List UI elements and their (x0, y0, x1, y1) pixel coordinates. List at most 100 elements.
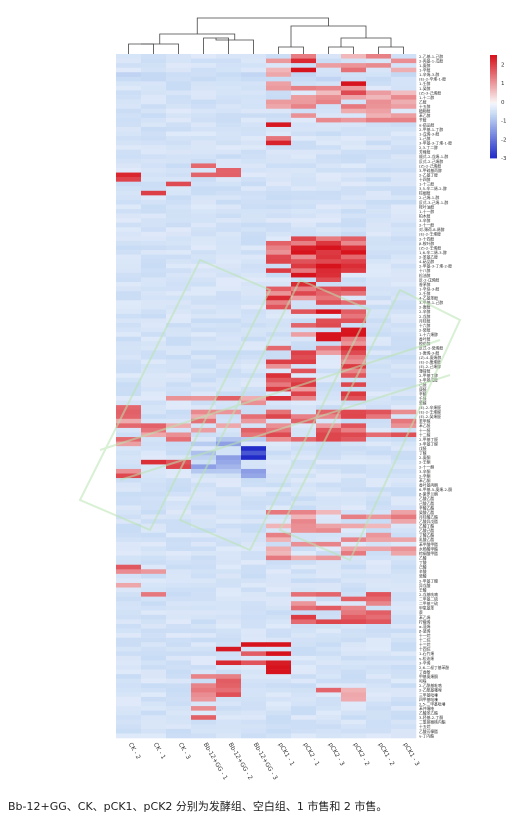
heatmap-cell (316, 605, 342, 611)
heatmap-cell (116, 624, 142, 629)
heatmap-cell (216, 409, 242, 415)
heatmap-cell (241, 555, 267, 561)
heatmap-cell (341, 678, 367, 684)
heatmap-cell (116, 218, 142, 224)
heatmap-cell (341, 706, 367, 711)
heatmap-cell (391, 209, 417, 214)
legend-swatch (490, 85, 497, 89)
heatmap-cell (166, 154, 192, 160)
heatmap-cell (366, 551, 392, 556)
heatmap-cell (316, 323, 342, 328)
heatmap-cell (291, 140, 317, 146)
heatmap-cell (291, 478, 317, 483)
heatmap-cell (366, 578, 392, 584)
heatmap-cell (166, 204, 192, 210)
heatmap-cell (391, 259, 417, 265)
heatmap-cell (291, 236, 317, 242)
heatmap-cell (391, 642, 417, 648)
heatmap-cell (191, 696, 217, 702)
legend-swatch (490, 123, 497, 126)
heatmap-cell (191, 715, 217, 721)
heatmap-cell (116, 126, 142, 132)
heatmap-cell (216, 304, 242, 310)
heatmap-cell (291, 733, 317, 739)
heatmap-cell (141, 345, 167, 351)
heatmap-cell (391, 113, 417, 119)
heatmap-cell (266, 190, 292, 196)
heatmap-cell (166, 282, 192, 287)
heatmap-cell (166, 728, 192, 734)
heatmap-cell (166, 601, 192, 607)
heatmap-cell (241, 687, 267, 693)
heatmap-cell (141, 614, 167, 620)
heatmap-cell (391, 323, 417, 328)
heatmap-cell (216, 423, 242, 429)
heatmap-cell (316, 117, 342, 123)
heatmap-cell (291, 619, 317, 625)
color-legend: 210-1-2-3 (490, 55, 507, 162)
heatmap-cell (316, 76, 342, 82)
heatmap-cell (316, 295, 342, 301)
heatmap-cell (116, 418, 142, 424)
heatmap-cell (241, 250, 267, 255)
heatmap-cell (141, 177, 167, 182)
heatmap-cell (166, 272, 192, 278)
heatmap-cell (316, 624, 342, 629)
heatmap-cell (291, 282, 317, 287)
legend-tick-label: 2 (501, 62, 505, 68)
heatmap-cell (166, 250, 192, 255)
heatmap-cell (266, 58, 292, 64)
heatmap-cell (191, 131, 217, 137)
heatmap-cell (166, 578, 192, 584)
heatmap-cell (166, 304, 192, 310)
heatmap-cell (316, 240, 342, 246)
row-label: β-桉叶醇 (419, 241, 434, 246)
heatmap-cell (166, 642, 192, 648)
legend-swatch (490, 106, 497, 109)
heatmap-cell (291, 468, 317, 474)
heatmap-cell (341, 637, 367, 643)
heatmap-cell (191, 478, 217, 483)
heatmap-cell (391, 733, 417, 739)
heatmap-cell (341, 432, 367, 438)
heatmap-cell (391, 295, 417, 301)
heatmap-cell (141, 359, 167, 365)
heatmap-cell (116, 250, 142, 255)
heatmap-cell (191, 85, 217, 91)
heatmap-cell (141, 154, 167, 160)
heatmap-cell (216, 309, 242, 315)
heatmap-cell (241, 665, 267, 670)
heatmap-cell (191, 468, 217, 474)
heatmap-cell (341, 140, 367, 146)
heatmap-cell (366, 491, 392, 497)
dendrogram-branch (378, 46, 404, 54)
legend-swatch (490, 140, 497, 143)
heatmap-cell (141, 587, 167, 593)
heatmap-cell (116, 432, 142, 438)
heatmap-cell (341, 414, 367, 420)
heatmap-cell (241, 263, 267, 269)
heatmap-cell (116, 222, 142, 228)
heatmap-cell (391, 482, 417, 488)
heatmap-cell (291, 327, 317, 333)
heatmap-cell (166, 587, 192, 593)
heatmap-cell (266, 154, 292, 160)
row-label: 2-甲基丁酸 (419, 578, 438, 583)
heatmap-cell (341, 364, 367, 369)
heatmap-cell (266, 409, 292, 415)
heatmap-cell (266, 250, 292, 255)
heatmap-cell (116, 318, 142, 324)
heatmap-cell (366, 455, 392, 461)
heatmap-cell (266, 491, 292, 497)
heatmap-cell (191, 350, 217, 356)
row-label: 吲哚 (419, 679, 427, 684)
dendrogram-branch (278, 46, 304, 54)
heatmap-cell (366, 117, 392, 123)
row-label: 4-萜品醇 (419, 259, 434, 264)
heatmap-cell (366, 104, 392, 110)
heatmap-cell (141, 263, 167, 269)
heatmap-cell (166, 532, 192, 538)
heatmap-cell (241, 332, 267, 338)
heatmap-cell (316, 99, 342, 105)
heatmap-cell (141, 733, 167, 739)
